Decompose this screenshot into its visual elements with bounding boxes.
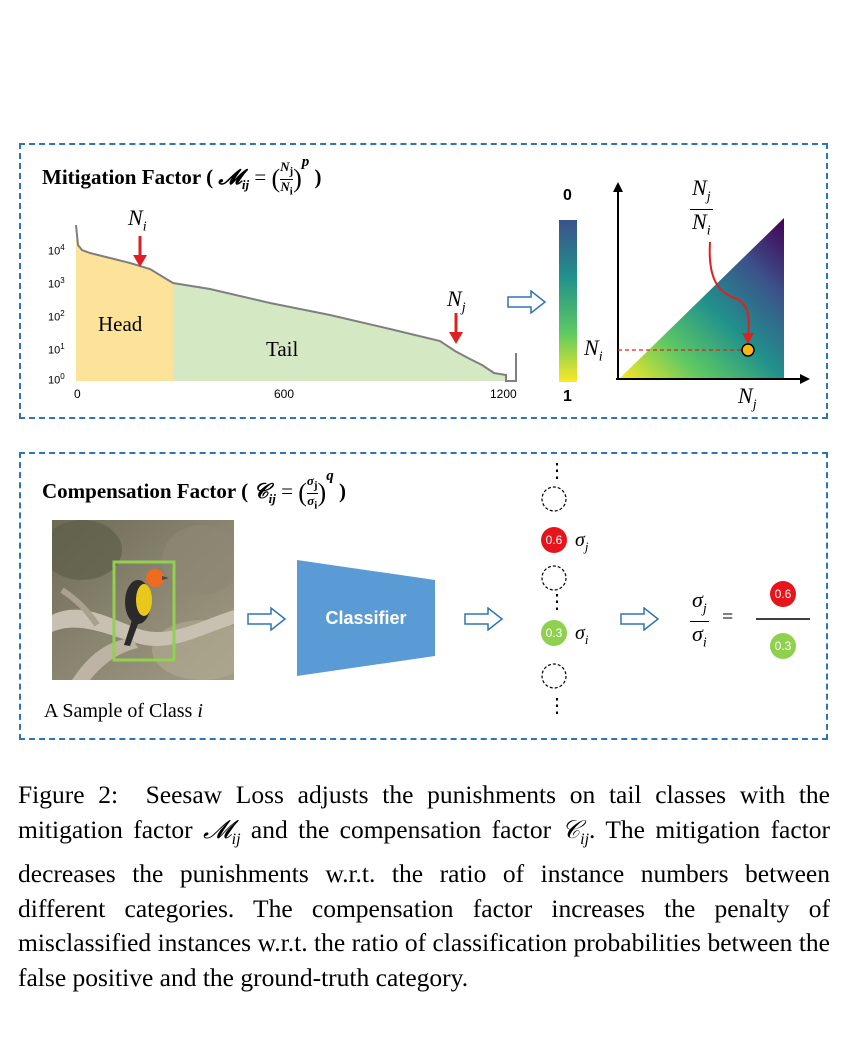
sample-caption: A Sample of Class i	[44, 700, 203, 722]
svg-text:0.6: 0.6	[546, 533, 563, 547]
arrow-to-colorbar	[507, 290, 547, 314]
ratio-pointer-arrowhead	[742, 333, 754, 344]
y-tick-1e0: 100	[48, 372, 65, 387]
caption-m-symbol: 𝓜	[203, 814, 232, 844]
arrow-to-classifier	[247, 607, 287, 631]
empty-node-3	[541, 663, 567, 689]
caption-label: Figure 2:	[18, 780, 119, 809]
empty-node-1	[541, 486, 567, 512]
head-region	[76, 225, 173, 381]
score-node-i	[541, 620, 567, 646]
distribution-curve	[75, 225, 517, 382]
mitigation-title: Mitigation Factor ( 𝓜ij = (Nj Ni)p )	[42, 153, 322, 198]
caption-part3: . The mitigation factor decreases the pu…	[18, 814, 831, 993]
caption-c-symbol: 𝒞	[561, 814, 581, 844]
score-ratio-num	[770, 581, 796, 607]
heatmap-ratio-label: Nj Ni	[690, 175, 713, 239]
figure-caption: Figure 2: Seesaw Loss adjusts the punish…	[18, 780, 831, 993]
marker-ni-label: Ni	[128, 205, 147, 235]
score-ratio-den	[770, 633, 796, 659]
empty-node-2	[541, 565, 567, 591]
bird-sample-image	[52, 520, 234, 680]
svg-text:0.3: 0.3	[775, 639, 792, 653]
mitigation-panel	[19, 143, 828, 419]
marker-nj-label: Nj	[447, 286, 466, 316]
sigma-i-label: σi	[575, 622, 589, 647]
score-column: 0.6 0.3	[541, 486, 567, 689]
marker-ni-arrow	[133, 236, 147, 267]
ratio-equals: =	[722, 606, 734, 628]
classifier-block: Classifier	[297, 560, 435, 676]
score-ratio: 0.6 0.3	[756, 581, 810, 659]
x-tick-600: 600	[274, 387, 295, 401]
ellipsis-middle: ⋮	[547, 591, 567, 613]
heatmap-y-label: Ni	[584, 335, 603, 365]
ellipsis-bottom: ⋮	[547, 695, 567, 717]
heatmap-x-label: Nj	[738, 383, 757, 413]
ratio-heatmap	[613, 182, 810, 384]
arrow-to-ratio	[620, 607, 660, 631]
x-tick-0: 0	[74, 387, 81, 401]
ratio-point	[741, 343, 755, 357]
caption-part1: Seesaw Loss adjusts the punishments on t…	[18, 780, 830, 844]
colorbar	[559, 220, 577, 382]
y-tick-1e4: 104	[48, 243, 65, 258]
marker-nj-arrow	[449, 313, 463, 344]
colorbar-bottom-label: 1	[563, 388, 572, 405]
branch	[52, 609, 234, 646]
svg-text:0.6: 0.6	[775, 587, 792, 601]
y-axis-arrowhead	[613, 182, 623, 192]
tail-label: Tail	[266, 337, 299, 361]
bounding-box	[112, 560, 176, 662]
colorbar-top-label: 0	[563, 187, 572, 204]
ellipsis-top: ⋮	[547, 460, 567, 482]
score-node-j	[541, 527, 567, 553]
sigma-j-label: σj	[575, 529, 589, 554]
heatmap-triangle	[620, 218, 784, 378]
long-tail-distribution	[75, 225, 517, 382]
svg-text:0.3: 0.3	[546, 626, 563, 640]
y-tick-1e1: 101	[48, 342, 65, 357]
caption-part2: and the compensation factor	[250, 814, 552, 844]
sigma-ratio: σj σi	[690, 587, 709, 651]
x-tick-1200: 1200	[490, 387, 517, 401]
compensation-panel	[19, 452, 828, 740]
bird-head	[146, 569, 164, 587]
y-tick-1e2: 102	[48, 309, 65, 324]
head-label: Head	[98, 312, 143, 336]
x-axis-arrowhead	[800, 374, 810, 384]
compensation-title: Compensation Factor ( 𝒞ij = (σj σi)q )	[42, 467, 346, 512]
classifier-label: Classifier	[325, 608, 406, 628]
arrow-to-scores	[464, 607, 504, 631]
tail-region	[173, 283, 506, 381]
y-tick-1e3: 103	[48, 276, 65, 291]
ratio-pointer-arrow	[708, 241, 750, 339]
